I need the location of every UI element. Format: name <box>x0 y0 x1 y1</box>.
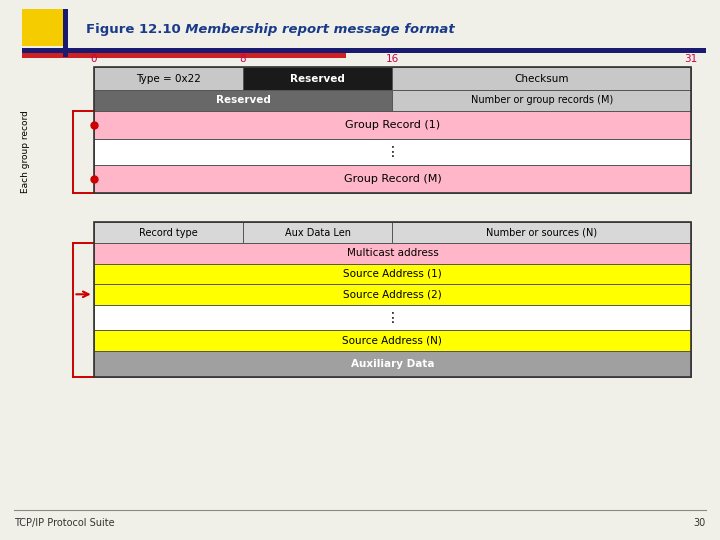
Bar <box>94 165 691 193</box>
Bar <box>243 222 392 243</box>
Text: 16: 16 <box>386 53 399 64</box>
Bar <box>94 222 691 377</box>
Text: Checksum: Checksum <box>515 74 569 84</box>
Text: Number or group records (M): Number or group records (M) <box>471 96 613 105</box>
Text: Type = 0x22: Type = 0x22 <box>136 74 201 84</box>
Text: Figure 12.10: Figure 12.10 <box>86 23 181 36</box>
Bar <box>94 222 243 243</box>
Bar <box>94 330 691 351</box>
Text: 8: 8 <box>240 53 246 64</box>
Bar <box>94 305 691 330</box>
Bar <box>94 351 691 377</box>
Text: TCP/IP Protocol Suite: TCP/IP Protocol Suite <box>14 518 115 528</box>
Text: Source Address (1): Source Address (1) <box>343 269 442 279</box>
Text: Aux Data Len: Aux Data Len <box>284 228 351 238</box>
Bar <box>63 9 68 57</box>
Bar <box>94 264 691 284</box>
Bar <box>94 68 691 193</box>
Bar <box>243 68 392 90</box>
Bar <box>94 139 691 165</box>
Text: Number or sources (N): Number or sources (N) <box>486 228 598 238</box>
Bar <box>392 90 691 111</box>
Text: Group Record (1): Group Record (1) <box>345 120 440 130</box>
Text: Source Address (N): Source Address (N) <box>343 336 442 346</box>
Text: Membership report message format: Membership report message format <box>176 23 455 36</box>
Bar <box>94 111 691 139</box>
Bar <box>94 243 691 264</box>
Text: Reserved: Reserved <box>215 96 271 105</box>
Text: Auxiliary Data: Auxiliary Data <box>351 359 434 369</box>
Text: ⋮: ⋮ <box>385 145 400 159</box>
Text: Record type: Record type <box>139 228 198 238</box>
Text: 30: 30 <box>693 518 706 528</box>
Bar <box>94 68 243 90</box>
Bar <box>94 284 691 305</box>
Bar <box>94 90 392 111</box>
Text: Group Record (M): Group Record (M) <box>343 174 441 184</box>
Bar <box>22 48 706 53</box>
Bar <box>22 53 346 58</box>
Text: 31: 31 <box>685 53 698 64</box>
Text: Source Address (2): Source Address (2) <box>343 289 442 299</box>
Bar <box>392 222 691 243</box>
Text: ⋮: ⋮ <box>385 310 400 325</box>
Bar <box>22 9 63 46</box>
Text: Multicast address: Multicast address <box>346 248 438 258</box>
Text: Reserved: Reserved <box>290 74 345 84</box>
Text: 0: 0 <box>90 53 97 64</box>
Bar <box>392 68 691 90</box>
Text: Each group record: Each group record <box>21 110 30 193</box>
